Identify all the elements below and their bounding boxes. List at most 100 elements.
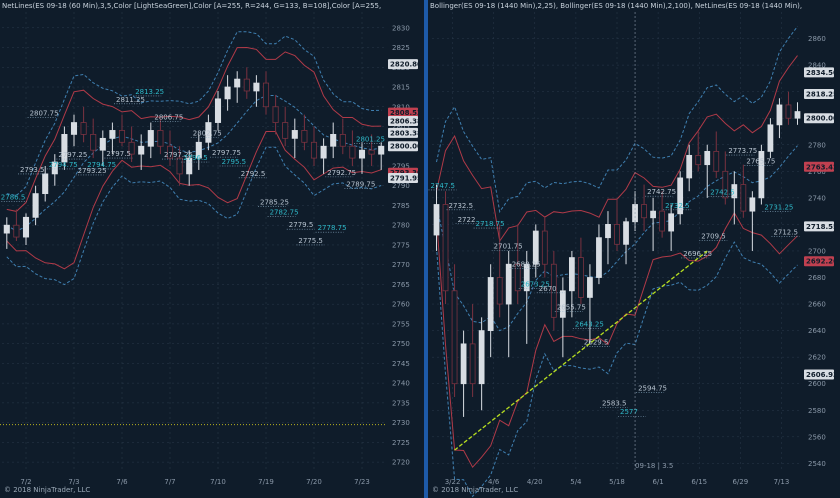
- candle-body: [157, 130, 164, 147]
- price-badge-label: 2692.26: [806, 258, 838, 266]
- candle-body: [195, 141, 202, 159]
- outer-upper-band: [436, 26, 798, 214]
- left-copyright: © 2018 NinjaTrader, LLC: [4, 486, 91, 494]
- netline-label: 2807.75: [30, 110, 59, 118]
- y-tick-label: 2760: [392, 301, 410, 309]
- netline-label: 2797.25: [58, 151, 87, 159]
- panel-divider[interactable]: [424, 0, 428, 498]
- left-chart[interactable]: 2720 2725 2730 2735 2740 2745 2750 2755 2760 2765…: [0, 0, 424, 498]
- netline-label: 2709.5: [701, 232, 726, 240]
- netline-label: 2722: [458, 216, 476, 224]
- candle-body: [90, 133, 97, 151]
- netline-label: 2782.75: [270, 208, 299, 216]
- y-tick-label: 2740: [808, 194, 826, 202]
- price-badge-label: 2791.95: [390, 175, 422, 183]
- netline-label: 2643.25: [575, 320, 604, 328]
- y-tick-label: 2815: [392, 84, 410, 92]
- x-tick-label: 5/18: [609, 478, 625, 486]
- candle-body: [243, 78, 250, 92]
- x-tick-label: 7/19: [258, 478, 274, 486]
- netline-label: 2773.75: [728, 147, 757, 155]
- candle-body: [722, 170, 729, 199]
- netline-label: 2785.25: [260, 198, 289, 206]
- netline-label: 2786.5: [1, 194, 26, 202]
- price-badge: [388, 107, 418, 118]
- netline-label: 2794.75: [49, 161, 78, 169]
- y-tick-label: 2840: [808, 62, 826, 70]
- netline-label: 2742.5: [710, 189, 735, 197]
- candle-body: [587, 277, 593, 298]
- x-tick-label: 4/20: [527, 478, 543, 486]
- netline-label: 2797.75: [212, 149, 241, 157]
- right-chart[interactable]: 2540256025802600262026402660268027002720…: [428, 0, 840, 498]
- netline-label: 2797.25: [164, 151, 193, 159]
- netline-label: 2789.75: [346, 181, 375, 189]
- candle-body: [704, 150, 711, 166]
- price-badge: [388, 173, 418, 184]
- y-tick-label: 2740: [392, 380, 410, 388]
- x-tick-label: 7/2: [20, 478, 31, 486]
- candle-body: [349, 145, 356, 159]
- candle-body: [433, 204, 440, 236]
- x-tick-label: 4/6: [488, 478, 500, 486]
- netline-label: 2673.25: [521, 280, 550, 288]
- candle-body: [234, 78, 241, 88]
- candle-body: [677, 177, 684, 215]
- candle-body: [541, 230, 548, 265]
- candle-body: [794, 111, 801, 119]
- y-tick-label: 2780: [808, 141, 826, 149]
- candle-body: [451, 290, 458, 385]
- candle-body: [42, 173, 49, 195]
- x-tick-label: 7/6: [116, 478, 128, 486]
- price-badge-label: 2606.93: [806, 371, 838, 379]
- candle-body: [214, 98, 222, 123]
- candle-body: [282, 122, 289, 139]
- right-chart-panel[interactable]: 2540256025802600262026402660268027002720…: [428, 0, 840, 498]
- candle-body: [514, 263, 521, 292]
- y-tick-label: 2750: [392, 340, 410, 348]
- price-badge: [804, 256, 834, 267]
- left-chart-panel[interactable]: 2720 2725 2730 2735 2740 2745 2750 2755 2760 2765…: [0, 0, 424, 498]
- y-tick-label: 2795: [392, 162, 410, 170]
- y-tick-label: 2860: [808, 35, 826, 43]
- candle-body: [605, 224, 611, 239]
- netline-label: 2629.5: [584, 339, 609, 347]
- netline-label: 2577: [620, 408, 638, 416]
- netline-label: 2718.75: [476, 220, 505, 228]
- candle-body: [487, 277, 494, 332]
- candle-body: [776, 104, 783, 126]
- candle-body: [310, 141, 318, 159]
- y-tick-label: 2805: [392, 123, 410, 131]
- price-badge: [804, 113, 834, 124]
- candle-body: [559, 290, 566, 318]
- x-tick-label: 6/15: [691, 478, 707, 486]
- netline-label: 2742.75: [647, 188, 676, 196]
- netline-label: 2701.75: [494, 243, 523, 251]
- y-tick-label: 2785: [392, 202, 410, 210]
- netline-label: 2583.5: [602, 400, 627, 408]
- candle-body: [147, 130, 154, 147]
- candle-body: [614, 224, 620, 245]
- candle-body: [731, 184, 738, 199]
- x-tick-label: 7/20: [306, 478, 322, 486]
- candle-body: [550, 263, 557, 318]
- candle-body: [785, 104, 792, 119]
- price-badge: [388, 116, 418, 127]
- netline-label: 2801.25: [356, 135, 385, 143]
- outer-upper-band: [6, 31, 382, 197]
- y-tick-label: 2745: [392, 360, 410, 368]
- candle-body: [109, 130, 116, 139]
- netline-label: 2778.75: [318, 224, 347, 232]
- candle-body: [186, 157, 193, 175]
- price-badge-label: 2808.52: [390, 109, 422, 117]
- y-tick-label: 2755: [392, 320, 410, 328]
- candle-body: [749, 197, 756, 212]
- candle-body: [224, 86, 231, 100]
- netline-label: 2775.5: [298, 237, 323, 245]
- x-tick-label: 7/7: [164, 478, 175, 486]
- netline-label: 2802.75: [193, 129, 222, 137]
- netline-label: 2670: [539, 285, 557, 293]
- y-tick-label: 2640: [808, 327, 826, 335]
- candle-body: [330, 133, 337, 147]
- price-badge-label: 2718.55: [806, 223, 838, 231]
